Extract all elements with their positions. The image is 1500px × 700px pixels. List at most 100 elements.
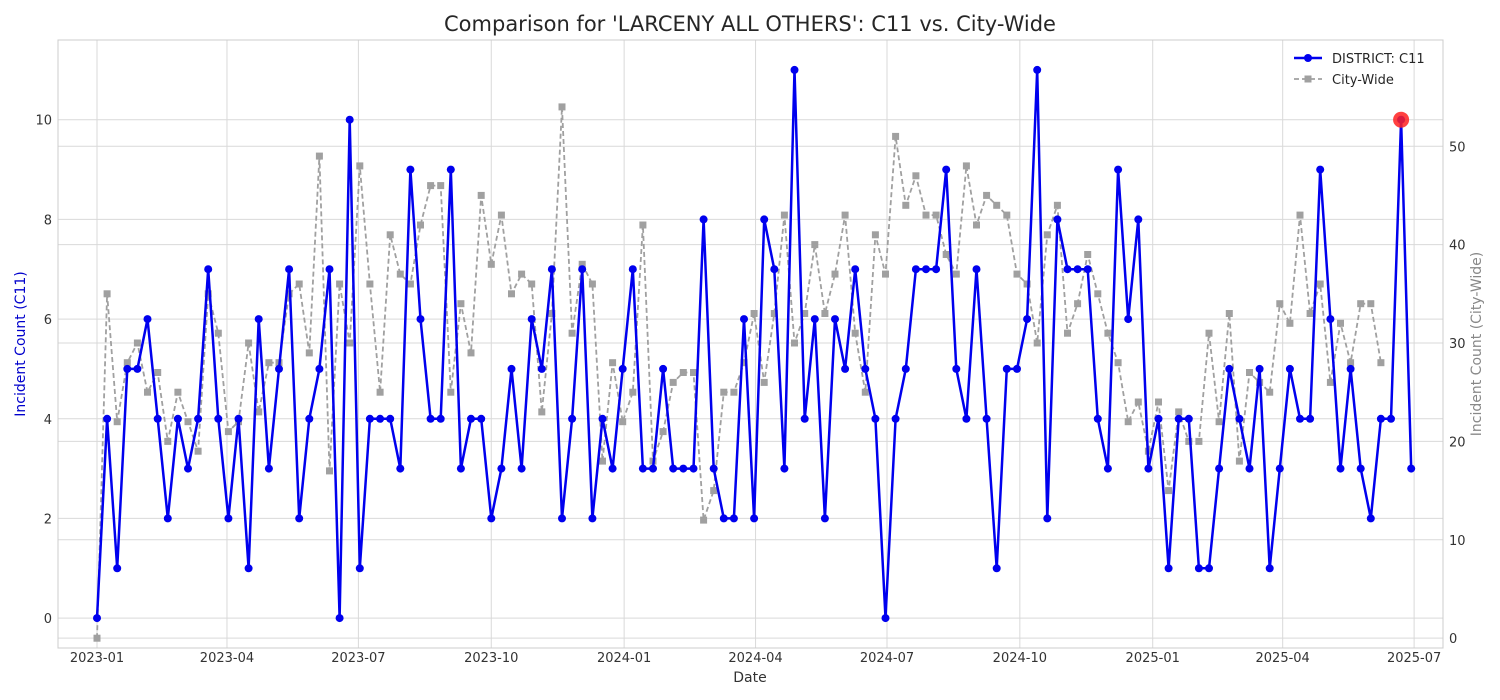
district-c11-point bbox=[861, 364, 870, 373]
district-c11-point bbox=[689, 464, 698, 473]
district-c11-point bbox=[901, 364, 910, 373]
city-wide-point bbox=[983, 191, 991, 199]
city-wide-point bbox=[811, 241, 819, 249]
y-right-axis-title: Incident Count (City-Wide) bbox=[1469, 252, 1485, 436]
city-wide-point bbox=[831, 270, 839, 278]
city-wide-point bbox=[113, 418, 121, 426]
city-wide-point bbox=[1033, 339, 1041, 347]
y-left-tick-label: 6 bbox=[44, 313, 52, 328]
district-c11-point bbox=[254, 315, 263, 324]
district-c11-point bbox=[1083, 265, 1092, 274]
plot-background bbox=[58, 40, 1443, 648]
city-wide-point bbox=[356, 162, 364, 170]
district-c11-point bbox=[1255, 364, 1264, 373]
city-wide-point bbox=[417, 221, 424, 229]
city-wide-point bbox=[578, 260, 586, 268]
city-wide-point bbox=[882, 270, 889, 278]
city-wide-point bbox=[1064, 329, 1071, 337]
district-c11-point bbox=[1346, 364, 1355, 373]
district-c11-point bbox=[1387, 414, 1395, 423]
city-wide-point bbox=[315, 152, 323, 160]
y-left-tick-labels: 0 2 4 6 8 10 bbox=[35, 114, 52, 627]
city-wide-point bbox=[740, 359, 748, 367]
city-wide-point bbox=[599, 457, 606, 465]
highlight-point bbox=[1393, 111, 1410, 128]
city-wide-point bbox=[1266, 388, 1274, 396]
city-wide-point bbox=[1155, 398, 1162, 406]
city-wide-point bbox=[487, 260, 495, 268]
city-wide-point bbox=[1367, 300, 1375, 308]
city-wide-point bbox=[204, 290, 212, 298]
city-wide-point bbox=[376, 388, 384, 396]
city-wide-point bbox=[639, 221, 647, 229]
city-wide-point bbox=[679, 369, 687, 376]
district-c11-point bbox=[831, 315, 839, 324]
city-wide-point bbox=[386, 231, 394, 239]
city-wide-point bbox=[821, 310, 829, 317]
district-c11-point bbox=[558, 514, 566, 523]
legend-district-label: DISTRICT: C11 bbox=[1332, 52, 1425, 67]
district-c11-point bbox=[760, 215, 769, 224]
city-wide-point bbox=[952, 270, 960, 278]
city-wide-point bbox=[993, 201, 1001, 209]
district-c11-point bbox=[1114, 165, 1123, 174]
district-c11-point bbox=[1103, 464, 1112, 473]
district-c11-point bbox=[214, 414, 223, 423]
x-tick-label: 2024-07 bbox=[860, 651, 914, 666]
district-c11-point bbox=[1063, 265, 1072, 274]
district-c11-point bbox=[426, 414, 435, 423]
district-c11-point bbox=[143, 315, 152, 324]
city-wide-point bbox=[942, 251, 950, 258]
district-c11-point bbox=[659, 364, 668, 373]
city-wide-point bbox=[1185, 437, 1193, 445]
district-c11-point bbox=[649, 464, 657, 473]
city-wide-point bbox=[1013, 270, 1021, 278]
city-wide-point bbox=[1276, 300, 1284, 308]
city-wide-point bbox=[528, 280, 536, 288]
district-c11-point bbox=[588, 514, 597, 523]
district-c11-point bbox=[244, 564, 253, 573]
district-c11-point bbox=[679, 464, 688, 473]
x-tick-label: 2025-01 bbox=[1126, 651, 1180, 666]
district-c11-point bbox=[93, 614, 101, 623]
district-c11-point bbox=[1023, 315, 1032, 324]
district-c11-point bbox=[982, 414, 991, 423]
city-wide-point bbox=[123, 359, 131, 367]
district-c11-point bbox=[376, 414, 385, 423]
district-c11-point bbox=[699, 215, 708, 224]
y-left-axis-title: Incident Count (C11) bbox=[13, 271, 29, 416]
city-wide-point bbox=[1134, 398, 1142, 406]
x-tick-label: 2025-04 bbox=[1256, 651, 1310, 666]
district-c11-point bbox=[770, 265, 779, 274]
district-c11-point bbox=[153, 414, 162, 423]
district-c11-point bbox=[628, 265, 637, 274]
city-wide-point bbox=[518, 270, 526, 278]
y-right-tick-label: 20 bbox=[1449, 435, 1466, 450]
district-c11-point bbox=[891, 414, 900, 423]
city-wide-point bbox=[973, 221, 980, 229]
district-c11-point bbox=[275, 364, 283, 373]
city-wide-point bbox=[690, 369, 697, 376]
city-wide-point bbox=[1114, 359, 1122, 367]
district-c11-point bbox=[365, 414, 374, 423]
district-c11-point bbox=[972, 265, 981, 274]
city-wide-point bbox=[1094, 290, 1102, 298]
district-c11-point bbox=[305, 414, 314, 423]
x-tick-label: 2023-01 bbox=[70, 651, 124, 666]
district-c11-point bbox=[932, 265, 941, 274]
city-wide-point bbox=[770, 310, 778, 317]
city-wide-point bbox=[396, 270, 404, 278]
city-wide-point bbox=[902, 201, 910, 209]
city-wide-line bbox=[96, 106, 1382, 639]
y-right-tick-label: 0 bbox=[1449, 632, 1457, 647]
city-wide-point bbox=[791, 339, 798, 347]
district-c11-point bbox=[1275, 464, 1284, 473]
city-wide-point bbox=[609, 359, 617, 367]
city-wide-point bbox=[184, 418, 192, 426]
district-c11-point bbox=[669, 464, 678, 473]
district-c11-point bbox=[740, 315, 748, 324]
district-c11-point bbox=[841, 364, 850, 373]
district-c11-point bbox=[578, 265, 587, 274]
district-c11-point bbox=[527, 315, 536, 324]
district-c11-point bbox=[355, 564, 364, 573]
